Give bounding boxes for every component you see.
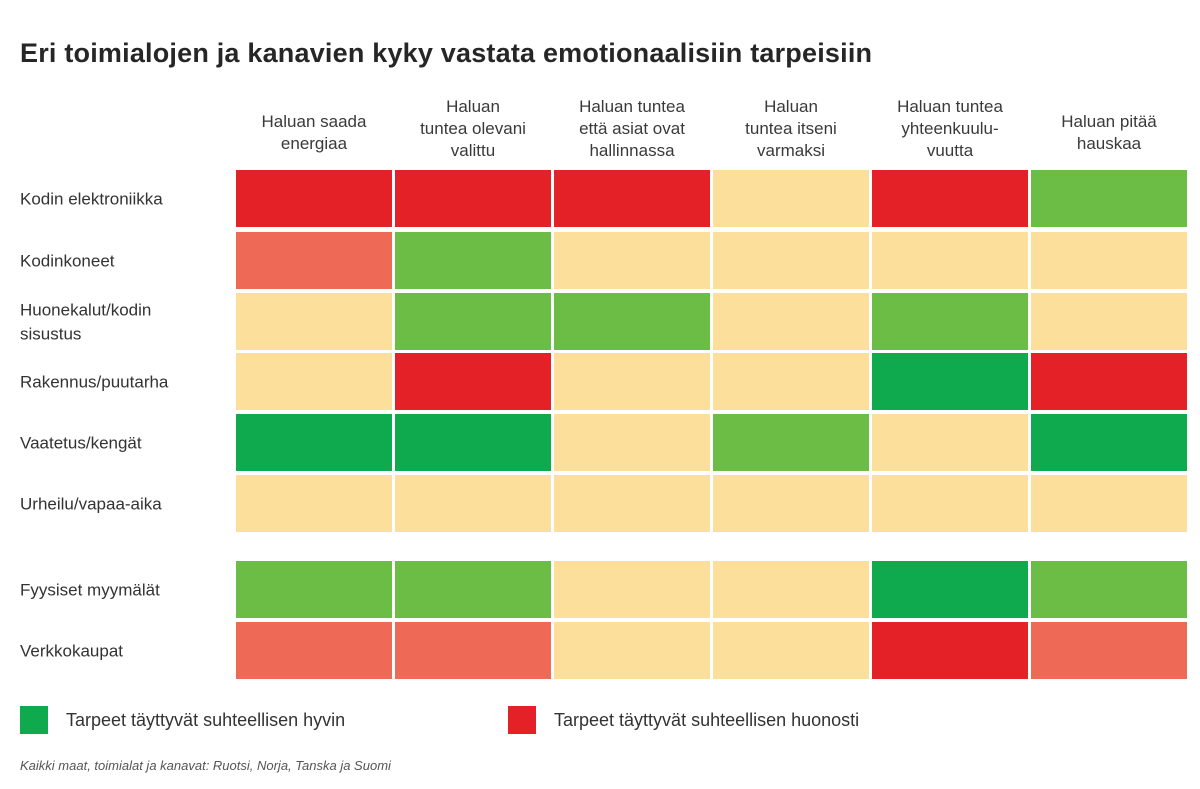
heatmap-cell <box>872 561 1028 618</box>
column-header-line: Haluan pitää <box>1061 112 1157 131</box>
column-header-line: että asiat ovat <box>579 119 685 138</box>
heatmap-cell <box>554 353 710 410</box>
column-header-line: Haluan saada <box>262 112 367 131</box>
heatmap-cell <box>236 232 392 289</box>
row-label: Vaatetus/kengät <box>20 434 142 453</box>
row-label: Fyysiset myymälät <box>20 581 160 600</box>
heatmap-cell <box>236 622 392 679</box>
heatmap-cell <box>554 414 710 471</box>
row-label-line: Verkkokaupat <box>20 642 123 661</box>
heatmap-chart: Haluan saada energiaa Haluan tuntea olevani… <box>20 97 1187 679</box>
row-label: Urheilu/vapaa-aika <box>20 495 162 514</box>
legend-good: Tarpeet täyttyvät suhteellisen hyvin <box>20 706 345 734</box>
column-header-line: vuutta <box>927 141 974 160</box>
heatmap-cell <box>395 622 551 679</box>
column-header-line: energiaa <box>281 134 348 153</box>
heatmap-cell <box>554 561 710 618</box>
row-label-line: Huonekalut/kodin <box>20 301 151 320</box>
legend-good-swatch <box>20 706 48 734</box>
legend-poor-swatch <box>508 706 536 734</box>
heatmap-cell <box>872 232 1028 289</box>
heatmap-cell <box>872 622 1028 679</box>
column-header-line: yhteenkuulu- <box>901 119 998 138</box>
heatmap-cell <box>713 475 869 532</box>
heatmap-cell <box>713 622 869 679</box>
heatmap-cell <box>554 170 710 227</box>
heatmap-cell <box>395 232 551 289</box>
heatmap-cell <box>236 170 392 227</box>
legend-poor: Tarpeet täyttyvät suhteellisen huonosti <box>508 706 859 734</box>
footnote: Kaikki maat, toimialat ja kanavat: Ruots… <box>20 758 391 773</box>
column-header: Haluan saada energiaa <box>262 112 367 153</box>
heatmap-cell <box>872 293 1028 350</box>
row-label: Verkkokaupat <box>20 642 123 661</box>
heatmap-cell <box>395 170 551 227</box>
heatmap-cell <box>1031 170 1187 227</box>
heatmap-cell <box>395 414 551 471</box>
heatmap-cell <box>1031 475 1187 532</box>
heatmap-cell <box>872 475 1028 532</box>
heatmap-cell <box>236 475 392 532</box>
column-header: Haluan tuntea yhteenkuulu-vuutta <box>897 97 1003 160</box>
legend-poor-label: Tarpeet täyttyvät suhteellisen huonosti <box>554 709 860 730</box>
heatmap-cell <box>395 561 551 618</box>
row-label-line: Kodinkoneet <box>20 252 115 271</box>
heatmap-cell <box>236 293 392 350</box>
heatmap-cell <box>554 475 710 532</box>
heatmap-cell <box>713 170 869 227</box>
heatmap-cell <box>236 414 392 471</box>
column-header-line: Haluan tuntea <box>897 97 1003 116</box>
chart-title: Eri toimialojen ja kanavien kyky vastata… <box>20 38 873 68</box>
heatmap-cell <box>395 475 551 532</box>
column-header-line: Haluan <box>446 97 500 116</box>
column-header-line: tuntea itseni <box>745 119 837 138</box>
heatmap-cell <box>1031 414 1187 471</box>
heatmap-cell <box>713 561 869 618</box>
column-header: Haluan tuntea itseni varmaksi <box>745 97 837 160</box>
heatmap-cell <box>395 293 551 350</box>
column-header-line: varmaksi <box>757 141 825 160</box>
heatmap-cell <box>236 353 392 410</box>
row-label-line: Vaatetus/kengät <box>20 434 142 453</box>
heatmap-cell <box>872 414 1028 471</box>
row-label: Kodin elektroniikka <box>20 190 163 209</box>
heatmap-cell <box>395 353 551 410</box>
row-label-line: Kodin elektroniikka <box>20 190 163 209</box>
heatmap-cell <box>1031 353 1187 410</box>
row-label-line: Fyysiset myymälät <box>20 581 160 600</box>
row-label-line: Urheilu/vapaa-aika <box>20 495 162 514</box>
heatmap-cell <box>554 622 710 679</box>
column-header-line: Haluan <box>764 97 818 116</box>
column-header-line: Haluan tuntea <box>579 97 685 116</box>
column-header: Haluan tuntea olevani valittu <box>420 97 526 160</box>
heatmap-cell <box>1031 622 1187 679</box>
row-label-line: sisustus <box>20 325 81 344</box>
heatmap-cell <box>713 232 869 289</box>
heatmap-cell <box>1031 293 1187 350</box>
column-header-line: hauskaa <box>1077 134 1142 153</box>
row-label: Huonekalut/kodin sisustus <box>20 301 151 344</box>
heatmap-cell <box>1031 232 1187 289</box>
legend-good-label: Tarpeet täyttyvät suhteellisen hyvin <box>66 709 346 730</box>
column-header-line: valittu <box>451 141 495 160</box>
heatmap-cell <box>554 293 710 350</box>
heatmap-cell <box>554 232 710 289</box>
heatmap-cell <box>236 561 392 618</box>
heatmap-cell <box>713 293 869 350</box>
heatmap-cell <box>872 170 1028 227</box>
heatmap-cell <box>713 414 869 471</box>
heatmap-cell <box>713 353 869 410</box>
row-label: Rakennus/puutarha <box>20 373 169 392</box>
column-header-line: hallinnassa <box>589 141 675 160</box>
column-header: Haluan tuntea että asiat ovat hallinnassa <box>579 97 685 160</box>
row-label: Kodinkoneet <box>20 252 115 271</box>
row-label-line: Rakennus/puutarha <box>20 373 169 392</box>
column-header: Haluan pitää hauskaa <box>1061 112 1157 153</box>
column-header-line: tuntea olevani <box>420 119 526 138</box>
heatmap-cell <box>872 353 1028 410</box>
heatmap-cell <box>1031 561 1187 618</box>
